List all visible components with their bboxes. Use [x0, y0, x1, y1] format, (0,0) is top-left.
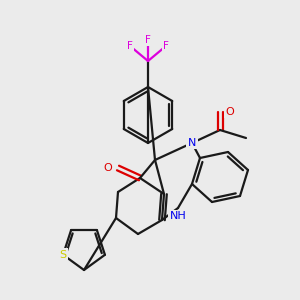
Text: F: F: [127, 41, 133, 51]
Text: N: N: [188, 138, 196, 148]
Text: O: O: [103, 163, 112, 173]
Text: O: O: [226, 107, 234, 117]
Text: S: S: [59, 250, 67, 260]
Text: F: F: [163, 41, 169, 51]
Text: NH: NH: [169, 211, 186, 221]
Text: F: F: [145, 35, 151, 45]
